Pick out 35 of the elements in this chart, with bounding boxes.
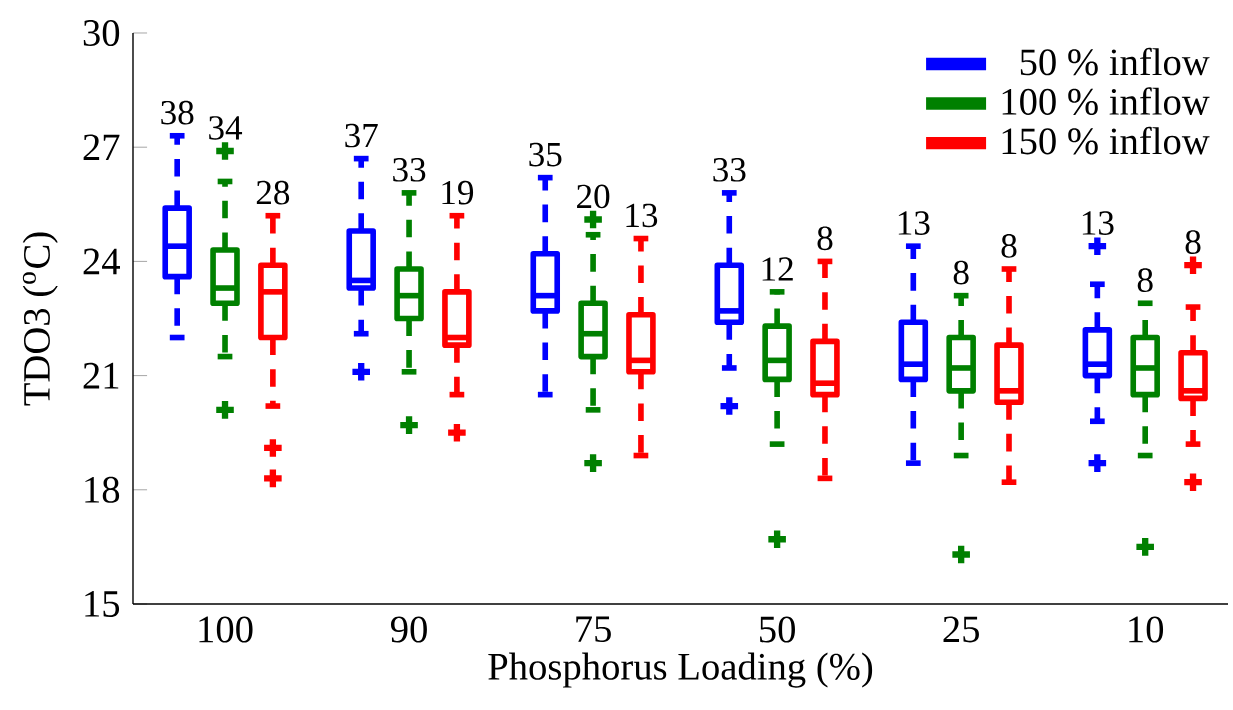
legend-label: 50 % inflow bbox=[1020, 47, 1210, 76]
legend-label: 150 % inflow bbox=[1002, 126, 1210, 155]
annotation: 37 bbox=[345, 123, 378, 148]
x-tick-label: 25 bbox=[943, 616, 979, 643]
annotation: 33 bbox=[393, 158, 426, 182]
annotation: 19 bbox=[442, 180, 474, 205]
y-tick-label: 30 bbox=[83, 19, 120, 47]
annotation: 8 bbox=[1185, 230, 1201, 254]
x-tick-label: 75 bbox=[576, 616, 611, 643]
annotation: 38 bbox=[161, 100, 194, 125]
annotation: 13 bbox=[626, 203, 658, 228]
y-tick-label: 24 bbox=[83, 248, 120, 275]
legend-label: 100 % inflow bbox=[1002, 87, 1210, 115]
annotation: 35 bbox=[529, 142, 562, 167]
x-axis-title: Phosphorus Loading (%) bbox=[488, 652, 873, 688]
x-tick-label: 100 bbox=[199, 616, 253, 643]
annotation: 8 bbox=[1001, 234, 1017, 258]
y-tick-label: 21 bbox=[83, 362, 119, 389]
y-tick-label: 15 bbox=[85, 591, 120, 617]
annotation: 20 bbox=[577, 184, 610, 209]
annotation: 13 bbox=[1082, 211, 1114, 235]
annotation: 8 bbox=[817, 226, 833, 251]
y-axis-title: TDO3 ($^{o}$C) bbox=[22, 232, 58, 406]
annotation: 28 bbox=[256, 180, 290, 205]
x-tick-label: 50 bbox=[760, 616, 795, 643]
annotation: 8 bbox=[953, 260, 969, 285]
y-tick-label: 18 bbox=[85, 476, 120, 503]
x-tick-label: 90 bbox=[390, 616, 427, 643]
annotation: 12 bbox=[762, 257, 793, 281]
annotation: 33 bbox=[713, 158, 746, 182]
annotation: 8 bbox=[1137, 268, 1153, 293]
y-tick-label: 27 bbox=[83, 134, 120, 160]
annotation: 13 bbox=[898, 211, 930, 235]
annotation: 34 bbox=[209, 116, 243, 140]
x-tick-label: 10 bbox=[1129, 616, 1164, 643]
